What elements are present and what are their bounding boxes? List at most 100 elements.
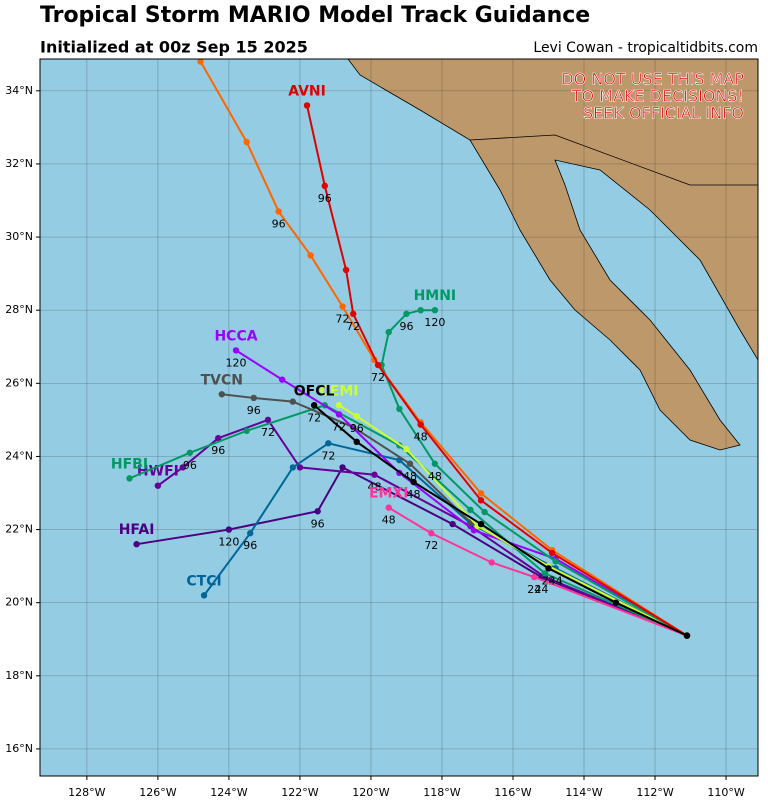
track-point bbox=[349, 310, 357, 318]
track-point bbox=[431, 306, 439, 314]
forecast-hour: 48 bbox=[382, 514, 396, 527]
forecast-hour: 96 bbox=[399, 320, 413, 333]
track-point bbox=[552, 558, 559, 565]
track-line bbox=[199, 61, 688, 637]
x-tick-label: 124°W bbox=[210, 786, 247, 799]
track-point bbox=[179, 464, 186, 471]
forecast-hour: 96 bbox=[243, 539, 257, 552]
track-point bbox=[470, 527, 478, 534]
track-point bbox=[403, 310, 410, 318]
x-tick-label: 126°W bbox=[139, 786, 176, 799]
x-tick-label: 120°W bbox=[352, 786, 389, 799]
track-point bbox=[428, 530, 435, 537]
track-point bbox=[431, 460, 439, 467]
track-point bbox=[477, 520, 485, 528]
track-point bbox=[406, 460, 414, 467]
subtitle: Initialized at 00z Sep 15 2025 bbox=[40, 38, 308, 57]
track-point bbox=[307, 252, 314, 259]
y-tick-label: 34°N bbox=[5, 84, 33, 97]
track-point bbox=[488, 559, 495, 566]
y-tick-label: 16°N bbox=[5, 742, 33, 755]
track-point bbox=[310, 402, 318, 409]
track-name: CEMI bbox=[319, 383, 358, 399]
track-point bbox=[197, 59, 204, 65]
disclaimer: TO MAKE DECISIONS! bbox=[571, 87, 744, 106]
track-point bbox=[371, 471, 378, 478]
y-tick-label: 30°N bbox=[5, 230, 33, 243]
track-point bbox=[548, 549, 556, 557]
disclaimer: DO NOT USE THIS MAP bbox=[561, 70, 744, 89]
forecast-hour: 48 bbox=[367, 481, 381, 494]
track-point bbox=[303, 102, 311, 109]
forecast-hour: 120 bbox=[424, 316, 445, 329]
track-line bbox=[129, 404, 688, 637]
track-name: TVCN bbox=[201, 372, 243, 388]
x-tick-label: 114°W bbox=[565, 786, 602, 799]
disclaimer: SEEK OFFICIAL INFO bbox=[583, 104, 744, 123]
track-point bbox=[417, 421, 424, 428]
y-tick-label: 26°N bbox=[5, 376, 33, 389]
forecast-hour: 24 bbox=[541, 574, 555, 587]
forecast-hour: 48 bbox=[414, 431, 428, 444]
forecast-hour: 120 bbox=[218, 536, 239, 549]
forecast-hour: 48 bbox=[407, 488, 421, 501]
track-point bbox=[374, 361, 382, 369]
track-point bbox=[250, 394, 257, 402]
forecast-hour: 96 bbox=[350, 422, 364, 435]
forecast-hour: 120 bbox=[226, 356, 247, 369]
track-point bbox=[321, 182, 328, 190]
track-point bbox=[275, 208, 282, 215]
x-tick-label: 112°W bbox=[636, 786, 673, 799]
forecast-hour: 48 bbox=[428, 470, 442, 483]
track-point bbox=[385, 504, 392, 511]
y-tick-label: 28°N bbox=[5, 303, 33, 316]
track-name: OFCL bbox=[294, 383, 335, 399]
track-point bbox=[335, 411, 343, 418]
track-point bbox=[335, 402, 343, 409]
track-point bbox=[218, 391, 226, 398]
track-point bbox=[477, 490, 485, 497]
track-point bbox=[339, 303, 346, 310]
x-tick-label: 122°W bbox=[281, 786, 318, 799]
track-point bbox=[154, 482, 162, 489]
forecast-hour: 96 bbox=[272, 217, 286, 230]
track-name: HWFI bbox=[137, 464, 179, 480]
track-point bbox=[449, 520, 456, 528]
track-line bbox=[380, 309, 688, 637]
forecast-hour: 72 bbox=[261, 426, 275, 439]
forecast-hour: 72 bbox=[321, 449, 335, 462]
track-point bbox=[385, 328, 392, 336]
credit: Levi Cowan - tropicaltidbits.com bbox=[533, 40, 758, 56]
x-tick-label: 128°W bbox=[68, 786, 105, 799]
track-point bbox=[481, 508, 488, 516]
track-point bbox=[200, 592, 208, 599]
forecast-hour: 72 bbox=[424, 539, 438, 552]
track-point bbox=[225, 526, 233, 533]
track-line bbox=[338, 404, 688, 637]
track-point bbox=[612, 599, 620, 606]
track-point bbox=[339, 464, 346, 471]
track-point bbox=[541, 570, 549, 577]
track-point bbox=[289, 398, 297, 405]
track-point bbox=[296, 464, 304, 471]
map-frame bbox=[39, 58, 759, 777]
forecast-hour: 96 bbox=[318, 192, 332, 205]
track-point bbox=[353, 438, 360, 446]
track-point bbox=[243, 427, 250, 435]
track-point bbox=[247, 530, 254, 537]
forecast-hour: 72 bbox=[336, 313, 350, 326]
track-point bbox=[467, 506, 474, 514]
track-point bbox=[325, 440, 332, 447]
track-point bbox=[683, 632, 691, 639]
track-point bbox=[264, 416, 272, 424]
forecast-hour: 96 bbox=[311, 517, 325, 530]
track-point bbox=[545, 565, 552, 572]
track-point bbox=[215, 434, 222, 442]
y-tick-label: 32°N bbox=[5, 157, 33, 170]
chart-title: Tropical Storm MARIO Model Track Guidanc… bbox=[40, 3, 590, 28]
track-name: CTCI bbox=[186, 573, 221, 589]
forecast-hour: 72 bbox=[307, 411, 321, 424]
track-point bbox=[314, 508, 321, 515]
track-name: HFBI bbox=[111, 456, 148, 472]
x-tick-label: 110°W bbox=[707, 786, 744, 799]
